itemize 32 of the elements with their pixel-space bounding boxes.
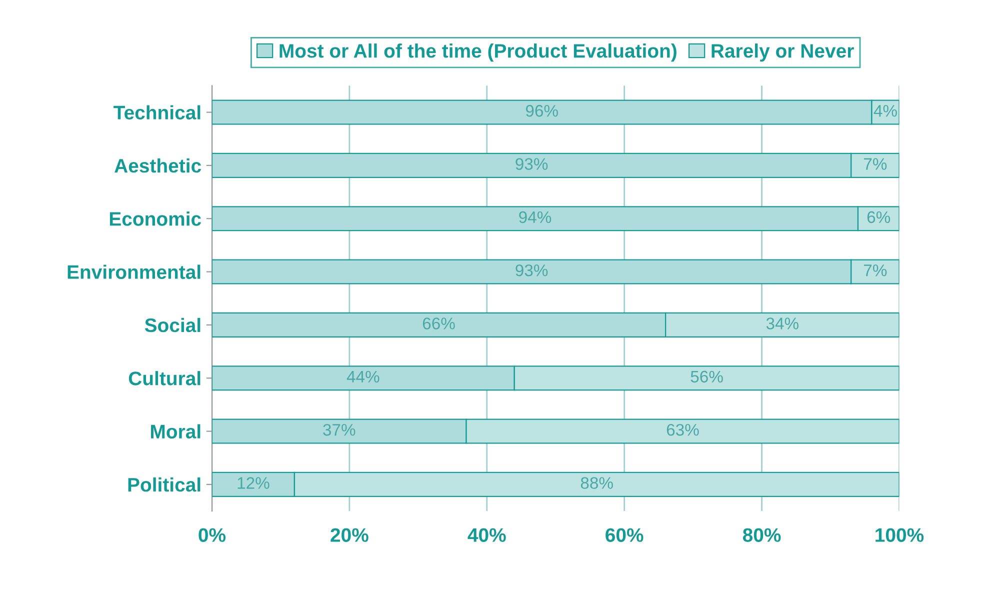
data-label: 34% bbox=[766, 318, 798, 330]
x-tick-label: 60% bbox=[606, 528, 644, 542]
data-label: 4% bbox=[874, 105, 897, 117]
y-tick-label: Political bbox=[128, 477, 200, 492]
data-label: 7% bbox=[864, 158, 887, 170]
data-label: 56% bbox=[690, 370, 723, 383]
data-label: 37% bbox=[323, 424, 356, 436]
data-label: 93% bbox=[516, 158, 548, 170]
y-tick-label: Social bbox=[144, 318, 200, 332]
x-tick-label: 100% bbox=[876, 528, 924, 542]
legend-label: Most or All of the time (Product Evaluation) bbox=[280, 43, 676, 62]
data-label: 63% bbox=[666, 424, 699, 436]
y-tick-label: Economic bbox=[110, 212, 202, 226]
data-label: 6% bbox=[867, 211, 890, 224]
y-tick-label: Technical bbox=[114, 105, 200, 120]
y-tick-label: Cultural bbox=[128, 371, 200, 386]
x-tick-label: 80% bbox=[742, 528, 781, 542]
data-label: 44% bbox=[346, 370, 380, 383]
y-tick-label: Environmental bbox=[68, 264, 200, 280]
data-label: 94% bbox=[519, 211, 552, 224]
x-tick-label: 20% bbox=[330, 528, 368, 542]
data-label: 96% bbox=[526, 104, 558, 117]
data-label: 66% bbox=[422, 318, 455, 330]
legend-label: Rarely or Never bbox=[712, 43, 854, 62]
data-label: 88% bbox=[580, 477, 613, 489]
x-tick-label: 0% bbox=[198, 528, 226, 542]
data-label: 7% bbox=[864, 264, 887, 276]
x-tick-label: 40% bbox=[468, 528, 506, 542]
data-label: 12% bbox=[238, 477, 270, 489]
y-tick-label: Aesthetic bbox=[114, 158, 202, 173]
data-label: 93% bbox=[516, 264, 548, 276]
y-tick-label: Moral bbox=[151, 424, 200, 439]
